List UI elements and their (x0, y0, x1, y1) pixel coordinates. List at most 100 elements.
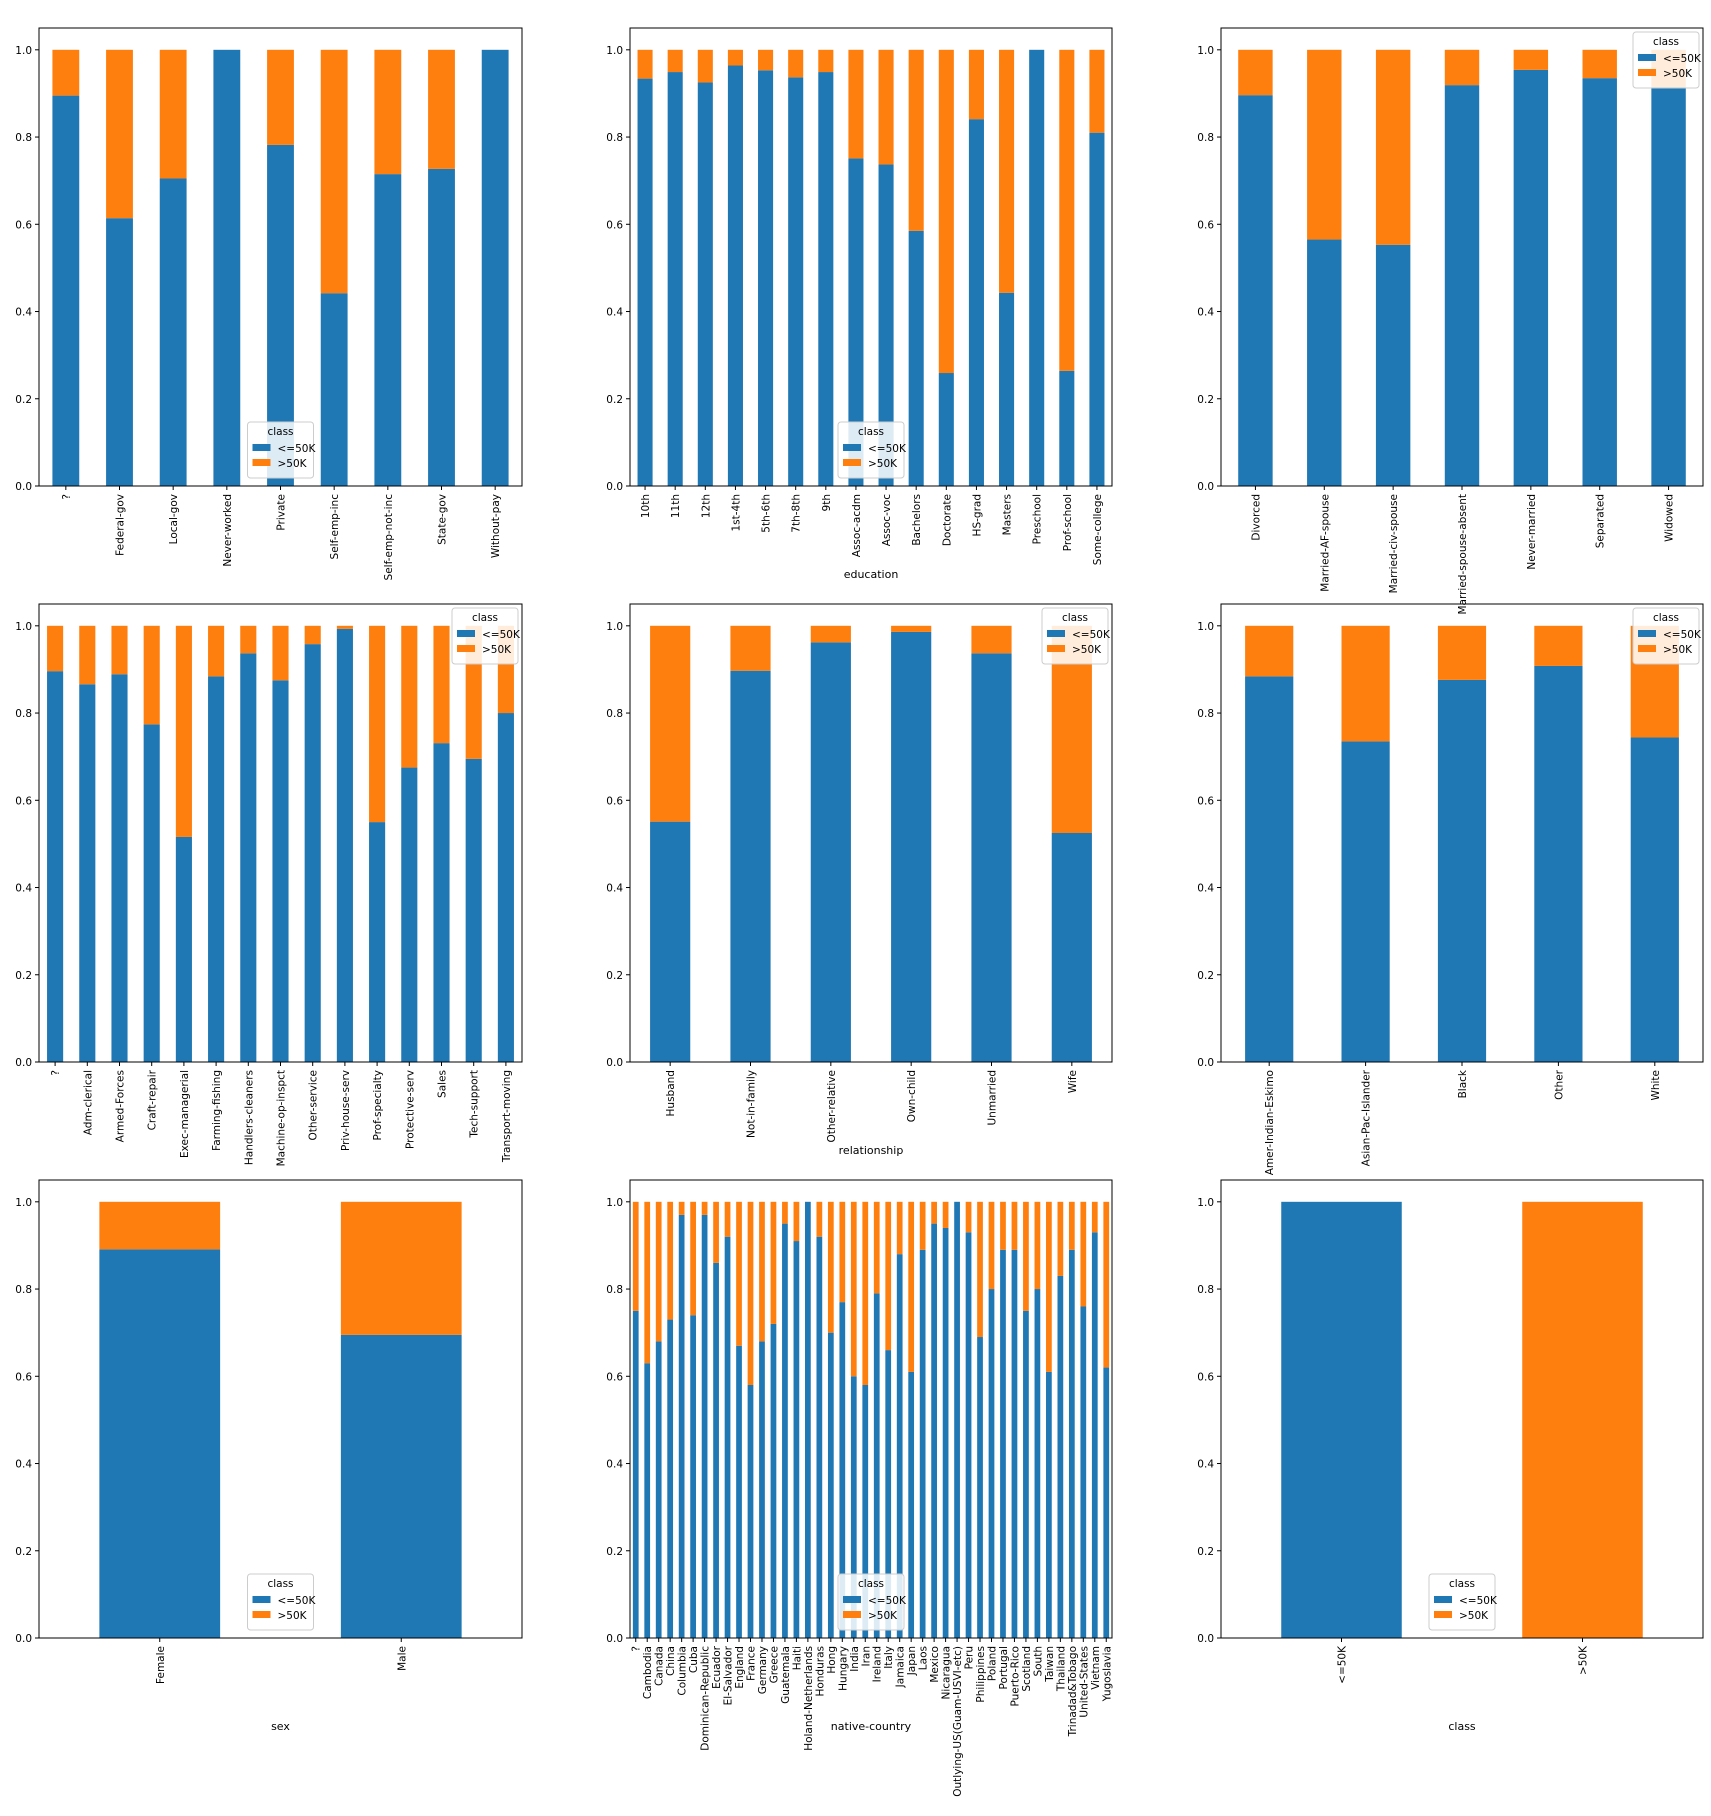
bar-gt50k (878, 49, 894, 165)
y-tick-label: 0.6 (15, 795, 32, 807)
bar-le50k (1238, 95, 1273, 486)
x-axis-label: class (1448, 1720, 1476, 1733)
bar-le50k (724, 1236, 731, 1638)
bar-le50k (1091, 1232, 1098, 1638)
bar-le50k (1080, 1306, 1087, 1638)
bar-gt50k (1046, 1201, 1052, 1372)
bar-le50k (1089, 132, 1105, 486)
x-tick-label: Iran (860, 1646, 872, 1667)
y-tick-label: 0.0 (1197, 1633, 1214, 1645)
y-tick-label: 1.0 (606, 621, 623, 633)
bar-le50k (919, 1249, 926, 1638)
y-tick-label: 0.0 (606, 1057, 623, 1069)
x-tick-label: Handlers-cleaners (243, 1070, 255, 1165)
bar-le50k (850, 1376, 857, 1638)
bar-le50k (878, 164, 894, 486)
x-tick-label: Thailand (1055, 1646, 1067, 1692)
y-tick-label: 0.0 (1197, 1057, 1214, 1069)
bar-gt50k (965, 1201, 972, 1233)
bar-le50k (99, 1249, 221, 1638)
bar-gt50k (433, 625, 450, 744)
bar-le50k (1437, 679, 1487, 1062)
x-tick-label: Hong (826, 1646, 838, 1674)
bar-gt50k (690, 1201, 696, 1316)
bar-gt50k (730, 625, 771, 671)
x-tick-label: Italy (883, 1646, 895, 1669)
bar-le50k (1582, 78, 1617, 487)
x-tick-label: ? (61, 494, 73, 500)
x-tick-label: Philippines (975, 1646, 987, 1703)
bar-gt50k (336, 625, 353, 629)
y-tick-label: 0.4 (606, 883, 623, 895)
bar-le50k (931, 1223, 937, 1638)
bar-gt50k (977, 1201, 983, 1338)
x-tick-label: Mexico (929, 1646, 941, 1683)
x-tick-label: Machine-op-inspct (276, 1070, 288, 1166)
bar-le50k (1513, 69, 1549, 487)
legend: class <=50K >50K (837, 1573, 907, 1631)
legend-label: >50K (1663, 68, 1693, 80)
x-tick-label: South (1032, 1646, 1044, 1677)
bar-le50k (758, 70, 774, 486)
y-tick-label: 1.0 (606, 45, 623, 57)
legend-swatch-le50k (252, 444, 271, 451)
x-tick-label: Farming-fishing (211, 1070, 223, 1151)
legend-swatch-gt50k (1638, 69, 1656, 76)
x-tick-label: Nicaragua (941, 1646, 953, 1699)
legend-swatch-le50k (843, 1596, 861, 1603)
bar-le50k (678, 1214, 685, 1638)
legend: class <=50K >50K (247, 1573, 316, 1631)
legend-label: <=50K (1072, 629, 1111, 641)
x-tick-label: <=50K (1337, 1645, 1349, 1684)
x-tick-label: Ireland (872, 1646, 884, 1682)
bar-le50k (1103, 1367, 1110, 1638)
x-tick-label: 10th (640, 494, 652, 518)
bar-le50k (999, 292, 1015, 486)
bar-gt50k (1444, 49, 1480, 86)
x-tick-label: Jamaica (895, 1646, 907, 1688)
bar-le50k (968, 119, 984, 486)
bar-le50k (873, 1293, 880, 1638)
bar-gt50k (713, 1201, 719, 1263)
bar-le50k (971, 653, 1012, 1062)
bar-le50k (988, 1289, 995, 1638)
bar-le50k (697, 82, 713, 487)
legend: class <=50K >50K (1632, 31, 1702, 89)
bar-le50k (1375, 244, 1411, 486)
bar-gt50k (143, 625, 160, 725)
bar-gt50k (632, 1201, 639, 1311)
y-tick-label: 0.8 (606, 132, 623, 144)
bar-le50k (1444, 85, 1480, 486)
bar-le50k (428, 168, 455, 486)
y-tick-label: 0.2 (1197, 970, 1214, 982)
bar-gt50k (1080, 1201, 1087, 1307)
bar-gt50k (401, 625, 418, 768)
x-tick-label: Without-pay (490, 494, 502, 558)
x-tick-label: 5th-6th (761, 494, 773, 533)
bar-gt50k (697, 49, 713, 83)
bar-le50k (111, 674, 128, 1062)
bar-gt50k (908, 49, 924, 231)
bar-le50k (1245, 676, 1294, 1062)
x-tick-label: Separated (1595, 494, 1607, 548)
bar-le50k (862, 1385, 869, 1638)
bar-gt50k (971, 625, 1012, 654)
x-tick-label: Assoc-acdm (851, 494, 863, 557)
bar-gt50k (759, 1201, 765, 1342)
bar-le50k (965, 1232, 972, 1638)
legend-title: class (267, 426, 293, 438)
x-tick-label: Self-emp-not-inc (383, 494, 395, 581)
chart-panel-1: 0.0 0.2 0.4 0.6 0.8 1.0? Federal-gov Local-gov N… (15, 27, 523, 581)
x-tick-label: Trinadad&Tobago (1067, 1646, 1079, 1737)
legend-swatch-gt50k (252, 459, 271, 466)
bar-le50k (79, 684, 96, 1062)
legend: class <=50K >50K (1041, 607, 1111, 665)
bar-gt50k (1000, 1201, 1006, 1250)
bar-gt50k (1375, 49, 1411, 245)
bar-gt50k (47, 625, 64, 672)
y-tick-label: 0.0 (15, 481, 32, 493)
bar-gt50k (1513, 49, 1549, 70)
bar-le50k (1011, 1249, 1018, 1638)
bar-gt50k (891, 625, 932, 632)
bar-gt50k (1034, 1201, 1041, 1290)
